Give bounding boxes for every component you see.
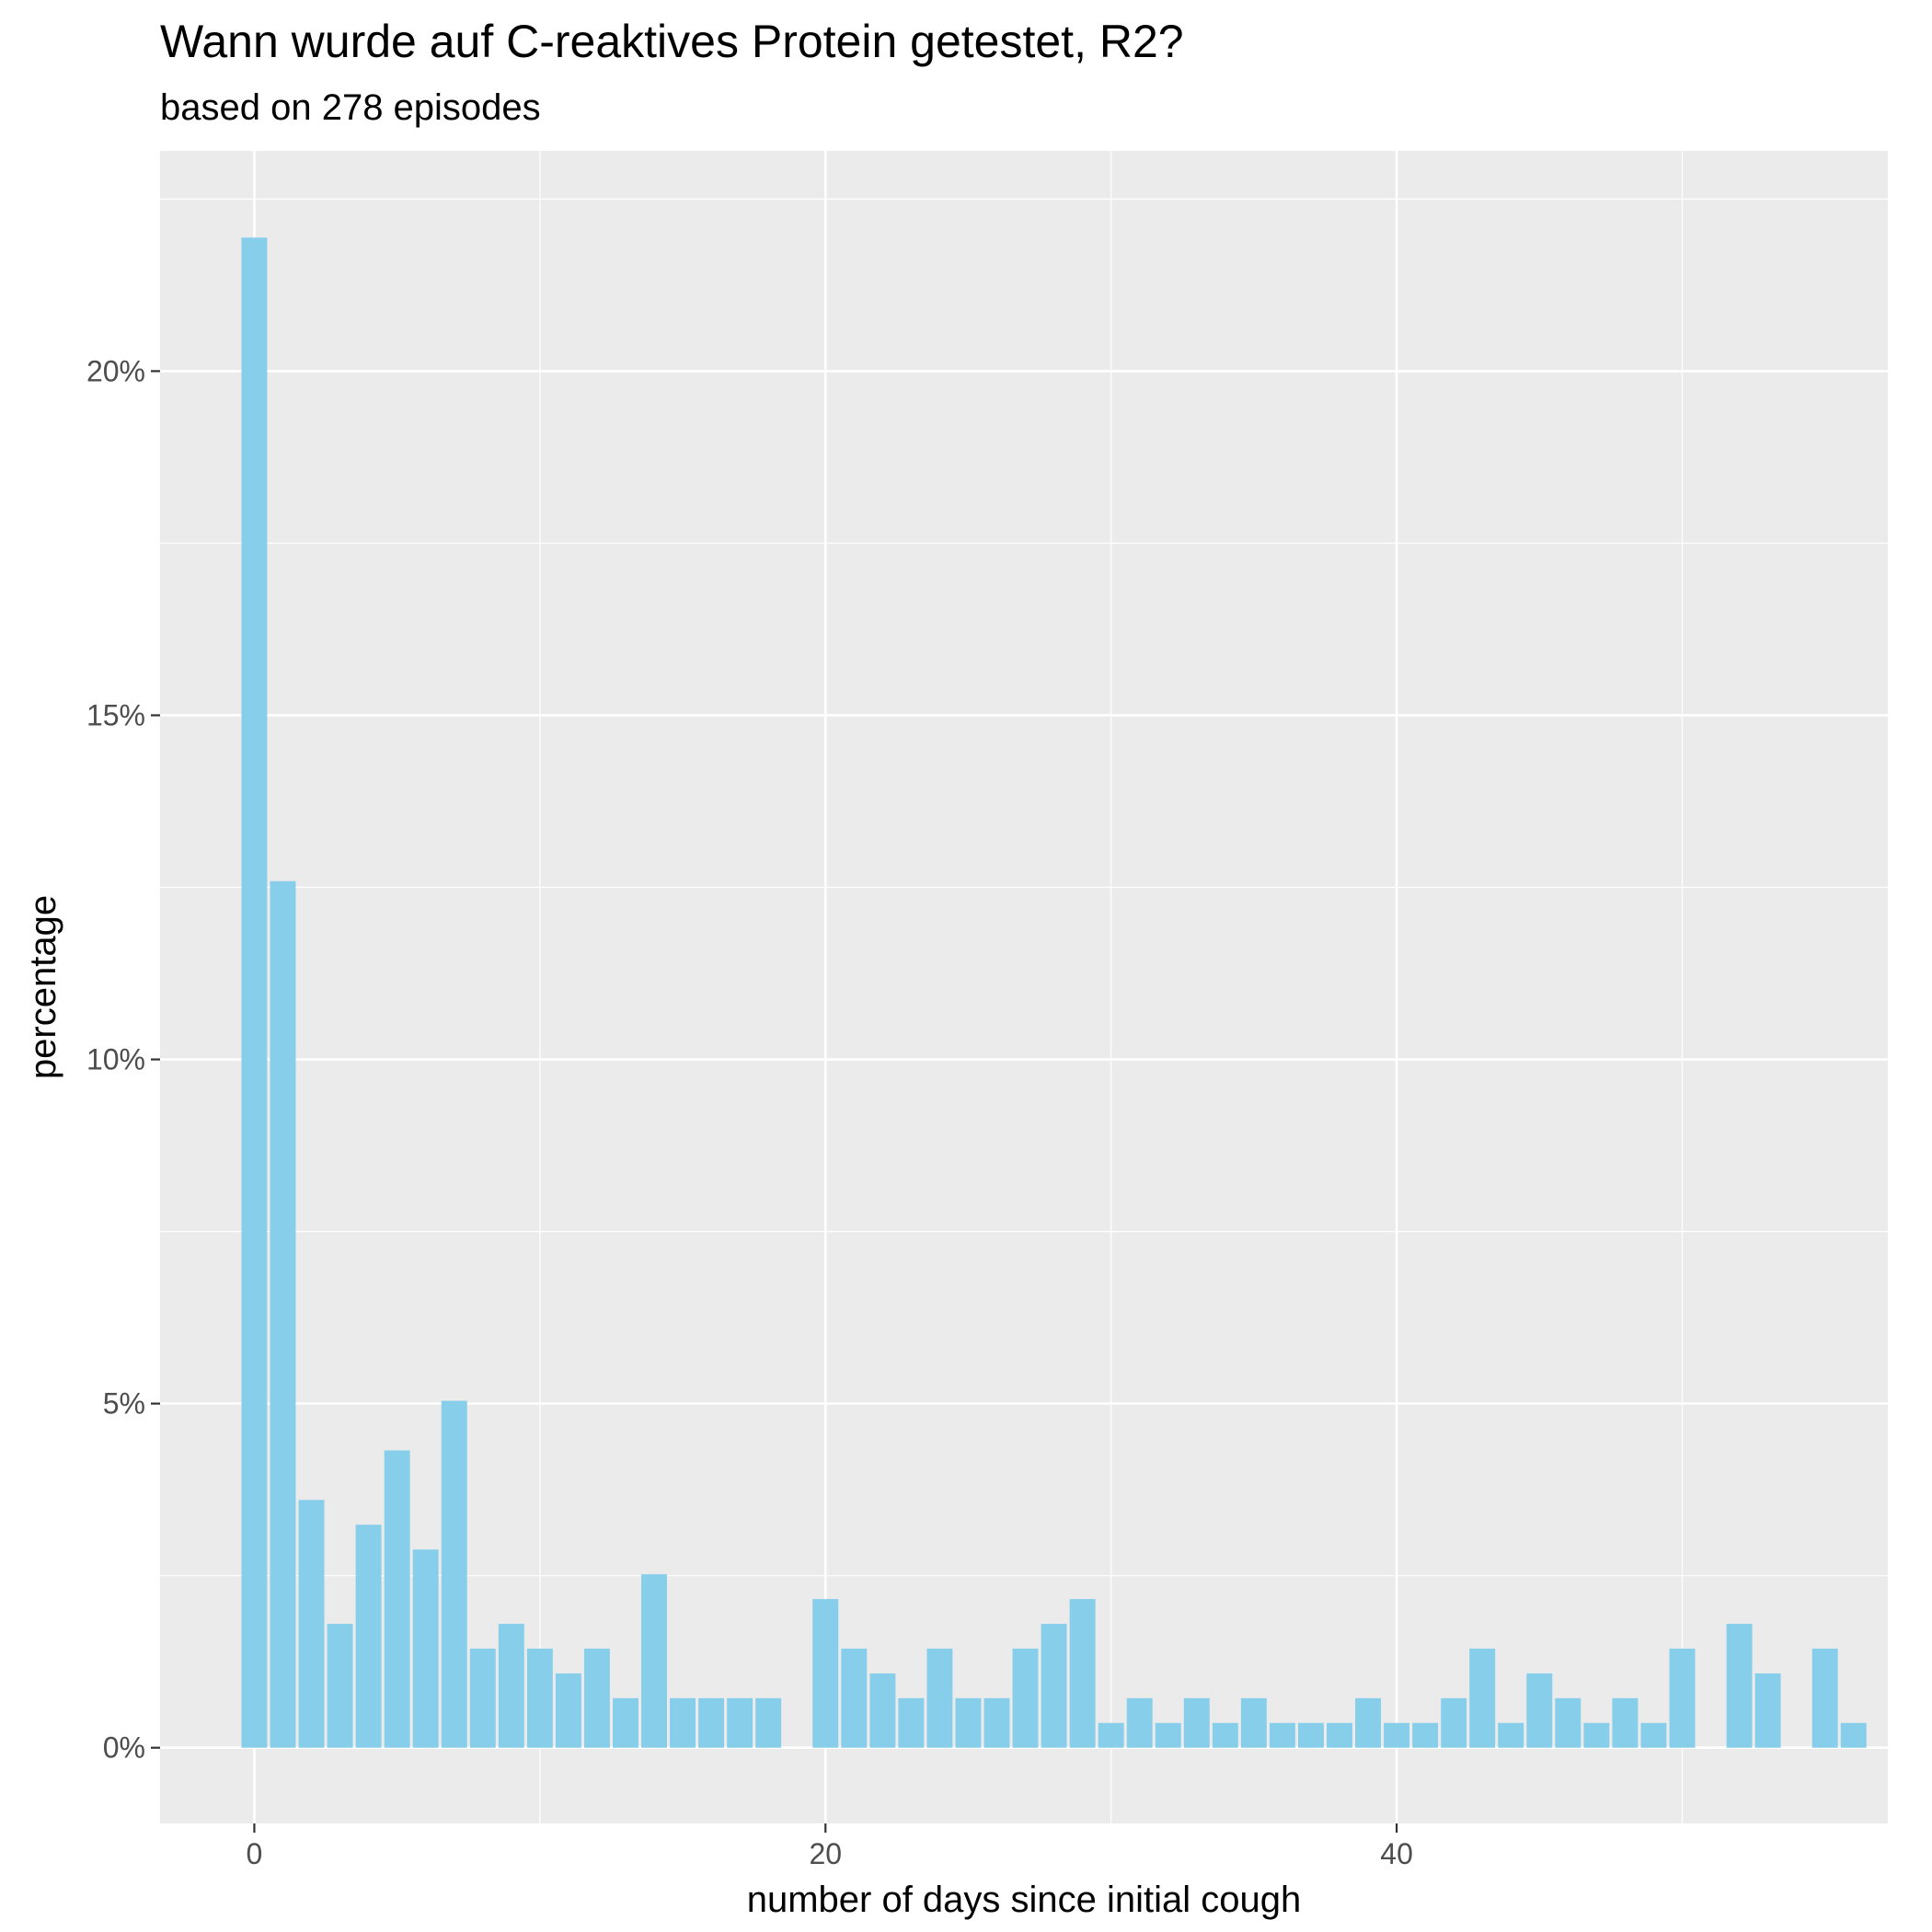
bar [270, 880, 296, 1748]
x-tick-label: 40 [1380, 1837, 1413, 1870]
bar [355, 1524, 382, 1748]
bar [1811, 1648, 1838, 1748]
bar [1498, 1722, 1524, 1748]
bar [1155, 1722, 1181, 1748]
y-tick-label: 5% [103, 1387, 145, 1420]
bar [698, 1697, 725, 1748]
bar [298, 1500, 325, 1748]
bar [1526, 1673, 1553, 1748]
bar [1555, 1697, 1581, 1748]
bar [841, 1648, 868, 1748]
chart-title: Wann wurde auf C-reaktives Protein getes… [160, 16, 1184, 67]
bar [384, 1450, 410, 1748]
bar [755, 1697, 782, 1748]
bar [1840, 1722, 1867, 1748]
bar [955, 1697, 982, 1748]
y-tick-label: 15% [86, 698, 145, 731]
bar [1041, 1624, 1067, 1748]
bar [441, 1400, 467, 1748]
bar [1669, 1648, 1696, 1748]
bar [613, 1697, 638, 1748]
chart-subtitle: based on 278 episodes [160, 87, 541, 128]
y-axis-label: percentage [23, 895, 63, 1079]
bar [1126, 1697, 1153, 1748]
bar [241, 237, 268, 1748]
bar [983, 1697, 1010, 1748]
bar [869, 1673, 896, 1748]
x-tick-label: 0 [247, 1837, 263, 1870]
bar [1327, 1722, 1352, 1748]
bar [327, 1624, 353, 1748]
bar [727, 1697, 753, 1748]
x-axis: 0 20 40 [247, 1823, 1413, 1870]
bar [1069, 1599, 1096, 1748]
bar [1269, 1722, 1295, 1748]
bar [498, 1624, 524, 1748]
bar [1240, 1697, 1267, 1748]
bar [898, 1697, 925, 1748]
bar [1754, 1673, 1781, 1748]
bar [1583, 1722, 1610, 1748]
x-axis-label: number of days since initial cough [747, 1880, 1302, 1920]
bar [555, 1673, 581, 1748]
bar [641, 1574, 667, 1748]
bar [1297, 1722, 1324, 1748]
bar [812, 1599, 839, 1748]
bar [1412, 1722, 1439, 1748]
bar [670, 1697, 696, 1748]
y-tick-label: 20% [86, 354, 145, 387]
bar [1098, 1722, 1124, 1748]
bar [1012, 1648, 1039, 1748]
y-tick-label: 0% [103, 1731, 145, 1765]
bar [1212, 1722, 1238, 1748]
bar [526, 1648, 553, 1748]
bar [1726, 1624, 1753, 1748]
y-axis: 0% 5% 10% 15% 20% [86, 354, 160, 1765]
bar [926, 1648, 953, 1748]
bar [583, 1648, 610, 1748]
x-tick-label: 20 [809, 1837, 842, 1870]
bar [1355, 1697, 1382, 1748]
bar [1441, 1697, 1467, 1748]
bar [1183, 1697, 1210, 1748]
bar [1384, 1722, 1410, 1748]
bar [1469, 1648, 1496, 1748]
bar [469, 1648, 496, 1748]
bar [1612, 1697, 1639, 1748]
y-tick-label: 10% [86, 1043, 145, 1076]
bar [1640, 1722, 1667, 1748]
bars [241, 237, 1867, 1748]
bar [412, 1549, 439, 1748]
